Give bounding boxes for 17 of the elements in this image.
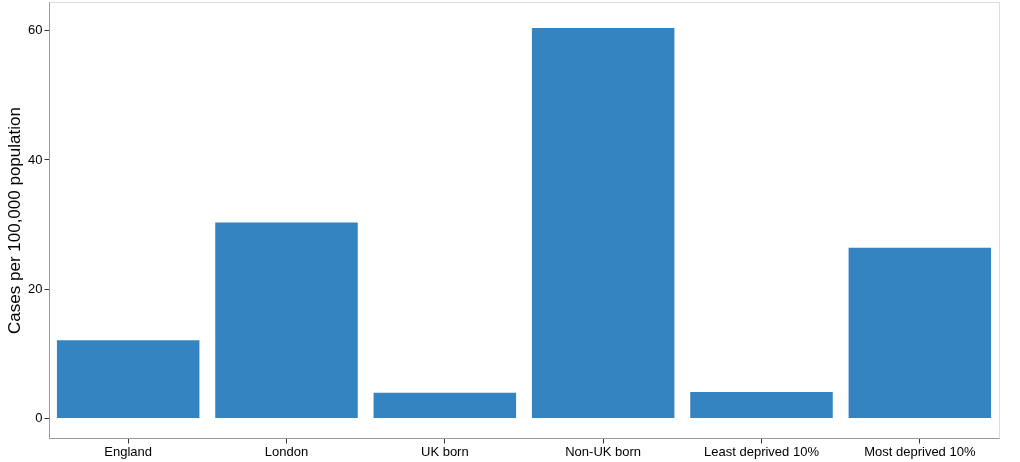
bar — [215, 222, 358, 418]
bar — [690, 392, 833, 418]
y-tick-label: 20 — [28, 281, 43, 297]
y-tick-label: 60 — [28, 22, 43, 38]
bar — [531, 27, 675, 418]
x-tick-label: Most deprived 10% — [864, 443, 976, 459]
bar — [848, 247, 992, 418]
x-tick-label: UK born — [420, 443, 469, 459]
bar — [373, 392, 517, 418]
x-tick-label: Non-UK born — [565, 443, 642, 459]
x-tick-label: Least deprived 10% — [704, 443, 820, 459]
bar — [56, 340, 200, 418]
y-tick-label: 0 — [35, 410, 43, 426]
y-axis-title: Cases per 100,000 population — [5, 107, 25, 334]
x-tick-label: London — [264, 443, 309, 459]
y-tick-label: 40 — [28, 151, 43, 167]
x-tick-label: England — [104, 443, 153, 459]
